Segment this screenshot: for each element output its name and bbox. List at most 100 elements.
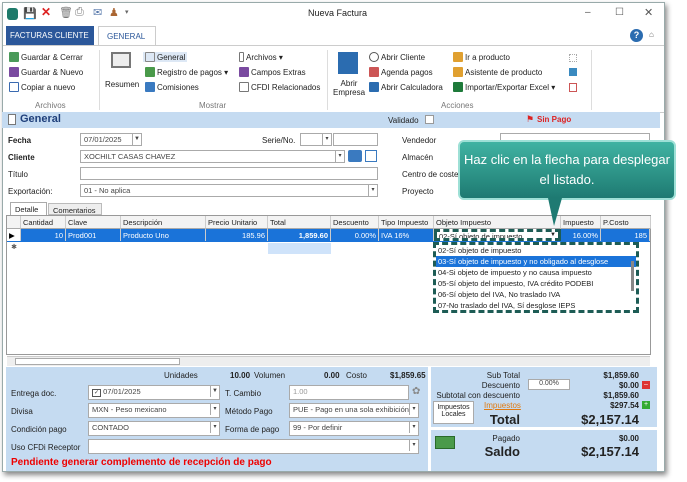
impuestos-locales-button[interactable]: Impuestos Locales	[433, 401, 474, 424]
objeto-impuesto-select[interactable]: 02-Sí objeto de impuesto ▼	[434, 229, 561, 241]
general-button[interactable]: General	[143, 52, 188, 62]
col-objeto-impuesto[interactable]: Objeto Impuesto	[434, 216, 561, 229]
dropdown-scrollbar[interactable]	[631, 261, 634, 291]
col-precio-unitario[interactable]: Precio Unitario	[206, 216, 268, 229]
cfdi-relacionados-button[interactable]: CFDI Relacionados	[239, 82, 320, 92]
minimize-button[interactable]: –	[585, 7, 591, 18]
col-clave[interactable]: Clave	[66, 216, 121, 229]
print-icon[interactable]: ⎙	[75, 6, 84, 18]
cell-impuesto[interactable]: 16.00%	[561, 229, 601, 241]
chevron-down-icon[interactable]: ▾	[409, 404, 418, 415]
descuento-pct-input[interactable]: 0.00%	[528, 379, 570, 390]
delete-icon[interactable]: ✕	[41, 5, 52, 19]
chevron-down-icon[interactable]: ▼	[210, 386, 219, 397]
chevron-down-icon[interactable]: ▾	[335, 151, 344, 162]
cell-p-costo[interactable]: 185	[601, 229, 650, 241]
abrir-empresa-button[interactable]: Abrir Empresa	[333, 79, 366, 97]
tab-comentarios[interactable]: Comentarios	[48, 203, 102, 215]
truck-icon[interactable]	[348, 150, 362, 162]
new-row-icon[interactable]: ✱	[11, 244, 17, 251]
dropdown-option[interactable]: 06-Sí objeto del IVA, No traslado IVA	[438, 290, 561, 299]
trash-icon[interactable]: 🗑	[59, 7, 73, 19]
col-impuesto[interactable]: Impuesto	[561, 216, 601, 229]
chevron-down-icon[interactable]: ▾	[409, 422, 418, 433]
entrega-date-input[interactable]: ✓ 07/01/2025 ▼	[88, 385, 220, 400]
save-new-button[interactable]: Guardar & Nuevo	[9, 67, 83, 77]
cell-tipo-impuesto[interactable]: IVA 16%	[379, 229, 434, 241]
chevron-down-icon[interactable]: ▼	[132, 134, 141, 145]
minus-icon[interactable]: –	[642, 381, 650, 389]
cell-total[interactable]: 1,859.60	[268, 229, 331, 241]
archivos-button[interactable]: Archivos ▾	[239, 52, 283, 62]
table-row[interactable]: ▶ 10 Prod001 Producto Uno 185.96 1,859.6…	[7, 229, 650, 242]
comisiones-button[interactable]: Comisiones	[145, 82, 199, 92]
campos-extras-button[interactable]: Campos Extras	[239, 67, 306, 77]
list-icon[interactable]	[365, 150, 377, 162]
agenda-pagos-button[interactable]: Agenda pagos	[369, 67, 433, 77]
validado-checkbox[interactable]	[425, 115, 434, 124]
quick-access-dropdown-icon[interactable]: ▾	[125, 9, 129, 16]
cell-clave[interactable]: Prod001	[66, 229, 121, 241]
ir-producto-button[interactable]: Ir a producto	[453, 52, 510, 62]
chevron-down-icon[interactable]: ▾	[409, 440, 418, 451]
copy-new-button[interactable]: Copiar a nuevo	[9, 82, 75, 92]
scrollbar-thumb[interactable]	[15, 358, 180, 365]
pdf-icon[interactable]	[569, 83, 577, 92]
cliente-select[interactable]: XOCHILT CASAS CHAVEZ ▾	[80, 150, 345, 163]
dropdown-option[interactable]: 02-Sí objeto de impuesto	[438, 246, 522, 255]
dropdown-option[interactable]: 05-Sí objeto del impuesto, IVA crédito P…	[438, 279, 594, 288]
table-icon[interactable]	[569, 68, 577, 76]
dropdown-option[interactable]: 04-Si objeto de impuesto y no causa impu…	[438, 268, 592, 277]
col-tipo-impuesto[interactable]: Tipo Impuesto	[379, 216, 434, 229]
asistente-producto-button[interactable]: Asistente de producto	[453, 67, 542, 77]
tab-general[interactable]: GENERAL	[98, 26, 156, 46]
save-close-button[interactable]: Guardar & Cerrar	[9, 52, 83, 62]
cell-descripcion[interactable]: Producto Uno	[121, 229, 206, 241]
tab-facturas-cliente[interactable]: FACTURAS CLIENTE	[6, 26, 94, 45]
divisa-select[interactable]: MXN - Peso mexicano ▾	[88, 403, 220, 418]
help-icon[interactable]: ?	[630, 29, 643, 42]
abrir-cliente-button[interactable]: Abrir Cliente	[369, 52, 425, 62]
col-descuento[interactable]: Descuento	[331, 216, 379, 229]
condicion-select[interactable]: CONTADO ▾	[88, 421, 220, 436]
chevron-down-icon[interactable]: ▼	[550, 232, 556, 238]
titulo-input[interactable]	[80, 167, 378, 180]
refresh-icon[interactable]: ✿	[412, 386, 421, 397]
chevron-down-icon[interactable]: ▾	[368, 185, 377, 196]
cell-descuento[interactable]: 0.00%	[331, 229, 379, 241]
grid-icon[interactable]	[569, 54, 577, 62]
entrega-checkbox[interactable]: ✓	[92, 389, 102, 397]
col-p-costo[interactable]: P.Costo	[601, 216, 651, 229]
resumen-button[interactable]: Resumen	[105, 80, 140, 89]
fecha-input[interactable]: 07/01/2025 ▼	[80, 133, 142, 146]
col-cantidad[interactable]: Cantidad	[21, 216, 66, 229]
col-total[interactable]: Total	[268, 216, 331, 229]
collapse-ribbon-icon[interactable]: ⌂	[649, 30, 654, 39]
horizontal-scrollbar[interactable]	[7, 356, 650, 366]
forma-pago-select[interactable]: 99 - Por definir ▾	[289, 421, 419, 436]
abrir-calculadora-button[interactable]: Abrir Calculadora	[369, 82, 443, 92]
dropdown-option[interactable]: 03-Sí objeto de impuesto y no obligado a…	[436, 256, 636, 267]
maximize-button[interactable]: ☐	[615, 7, 624, 18]
cell-cantidad[interactable]: 10	[21, 229, 66, 241]
serie-select[interactable]: ▾	[300, 133, 332, 146]
importar-exportar-button[interactable]: Importar/Exportar Excel ▾	[453, 82, 555, 92]
chevron-down-icon[interactable]: ▾	[322, 134, 331, 145]
tab-detalle[interactable]: Detalle	[10, 202, 47, 215]
save-icon[interactable]: 💾	[23, 8, 37, 20]
registro-pagos-button[interactable]: Registro de pagos ▾	[145, 67, 228, 77]
user-icon[interactable]: ♟	[109, 7, 119, 19]
close-button[interactable]: ✕	[644, 7, 654, 19]
new-row-total-cell[interactable]	[268, 243, 331, 254]
numero-input[interactable]	[333, 133, 378, 146]
cell-precio[interactable]: 185.96	[206, 229, 268, 241]
tcambio-input[interactable]: 1.00	[289, 385, 409, 400]
impuestos-link[interactable]: Impuestos	[484, 401, 521, 410]
chevron-down-icon[interactable]: ▾	[210, 404, 219, 415]
metodo-pago-select[interactable]: PUE - Pago en una sola exhibición ▾	[289, 403, 419, 418]
email-icon[interactable]: ✉	[93, 7, 103, 19]
plus-icon[interactable]: +	[642, 401, 650, 409]
exportacion-select[interactable]: 01 - No aplica ▾	[80, 184, 378, 197]
uso-cfdi-select[interactable]: ▾	[88, 439, 419, 454]
dropdown-option[interactable]: 07-No traslado del IVA, Sí desglose IEPS	[438, 301, 576, 310]
